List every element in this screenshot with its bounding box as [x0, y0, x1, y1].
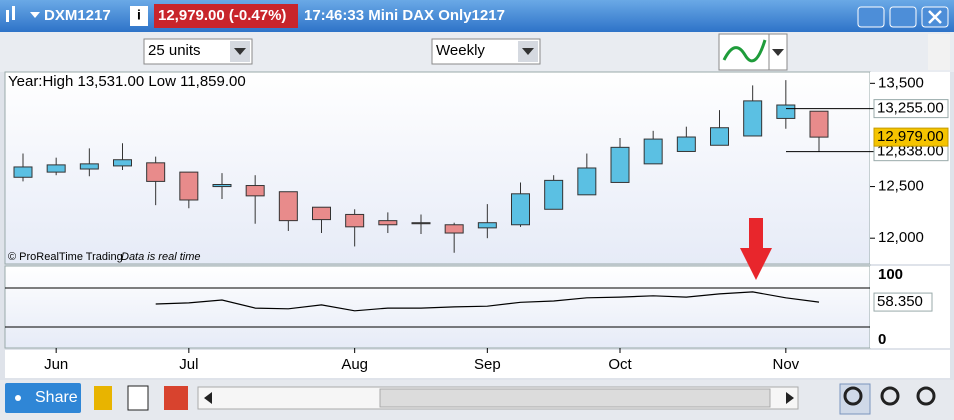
x-tick-label: Oct	[608, 356, 632, 373]
candle-body	[411, 222, 431, 225]
candle-body	[79, 163, 99, 170]
zoom-in-button[interactable]	[916, 386, 936, 406]
units-value: 25 units	[148, 42, 201, 59]
dropdown-arrow	[772, 49, 784, 56]
candle-body	[345, 213, 365, 228]
y-tick-label: 100	[878, 266, 903, 283]
value-tag	[873, 292, 933, 312]
x-tick-label: Nov	[772, 356, 799, 373]
credit: © ProRealTime Trading	[8, 251, 123, 263]
annotation-arrow	[740, 218, 772, 280]
symbol: DXM1217	[44, 7, 111, 24]
candle-body	[676, 136, 696, 152]
tool-button[interactable]	[127, 385, 149, 411]
candle-body	[577, 167, 597, 196]
value-label: 58.350	[877, 293, 923, 310]
x-tick-label: Aug	[341, 356, 368, 373]
candle-body	[146, 162, 166, 182]
x-tick-label: Jul	[179, 356, 198, 373]
side-tool[interactable]	[928, 34, 950, 70]
zoom-out-button[interactable]	[880, 386, 900, 406]
y-tick-label: 12,500	[878, 178, 924, 195]
price-tag-label: 13,255.00	[877, 100, 944, 117]
dropdown-arrow	[522, 48, 534, 55]
tool-button[interactable]	[94, 386, 112, 410]
corner	[870, 350, 950, 378]
y-tick-label: 13,500	[878, 74, 924, 91]
period-value: Weekly	[436, 42, 485, 59]
candle-body	[46, 164, 66, 173]
y-tick-label: 0	[878, 331, 886, 348]
price-panel	[4, 71, 871, 265]
price-tag	[873, 127, 949, 147]
candle-body	[610, 146, 630, 183]
keyboard-button[interactable]	[857, 6, 885, 28]
x-axis	[5, 350, 870, 378]
plot: 12,000 12,500 13,500 Jun Jul Aug Sep Oct Nov 12,9…	[5, 74, 949, 373]
scroll-thumb[interactable]	[379, 388, 771, 408]
candle-body	[444, 224, 464, 234]
share-button[interactable]	[5, 383, 81, 413]
candle-body	[776, 104, 796, 119]
tool-button[interactable]	[164, 386, 188, 410]
share-label: Share	[35, 389, 78, 406]
menu-arrow[interactable]	[30, 12, 40, 18]
quote-info: 17:46:33 Mini DAX Only1217	[304, 7, 505, 24]
candle-body	[212, 184, 232, 188]
candle-body	[13, 166, 33, 178]
candle-body	[378, 220, 398, 226]
restore-button[interactable]	[889, 6, 917, 28]
candle-body	[113, 159, 132, 167]
candle-body	[477, 222, 497, 229]
candle-body	[544, 179, 564, 210]
candle-body	[278, 191, 298, 222]
quote: 12,979.00 (-0.47%)	[158, 7, 286, 24]
x-tick-label: Sep	[474, 356, 501, 373]
candle-body	[743, 100, 763, 137]
quote-box	[154, 4, 298, 28]
tool-button[interactable]	[805, 386, 829, 410]
note: Data is real time	[121, 251, 200, 263]
close-icon	[928, 10, 942, 24]
dropdown-arrow	[234, 48, 246, 55]
price-tag	[873, 99, 949, 119]
share-icon	[15, 395, 21, 401]
indicator-line	[155, 291, 820, 312]
info-icon: i	[137, 7, 141, 23]
candle-icon	[6, 6, 15, 22]
price-tag-label: 12,979.00	[877, 128, 944, 145]
indicators-icon	[722, 39, 767, 63]
y-tick-label: 12,000	[878, 229, 924, 246]
candle-body	[809, 110, 829, 138]
candle-body	[179, 171, 199, 201]
candle-body	[511, 193, 530, 226]
zoom-icon	[843, 386, 863, 406]
info-button[interactable]	[130, 6, 148, 26]
candle-body	[643, 138, 663, 165]
candle-body	[245, 185, 265, 197]
price-tag-label: 12,838.00	[877, 143, 944, 160]
x-tick-label: Jun	[44, 356, 68, 373]
chart-title: Year:High 13,531.00 Low 11,859.00	[8, 73, 246, 90]
candle-body	[312, 206, 331, 221]
candle-body	[710, 127, 729, 146]
